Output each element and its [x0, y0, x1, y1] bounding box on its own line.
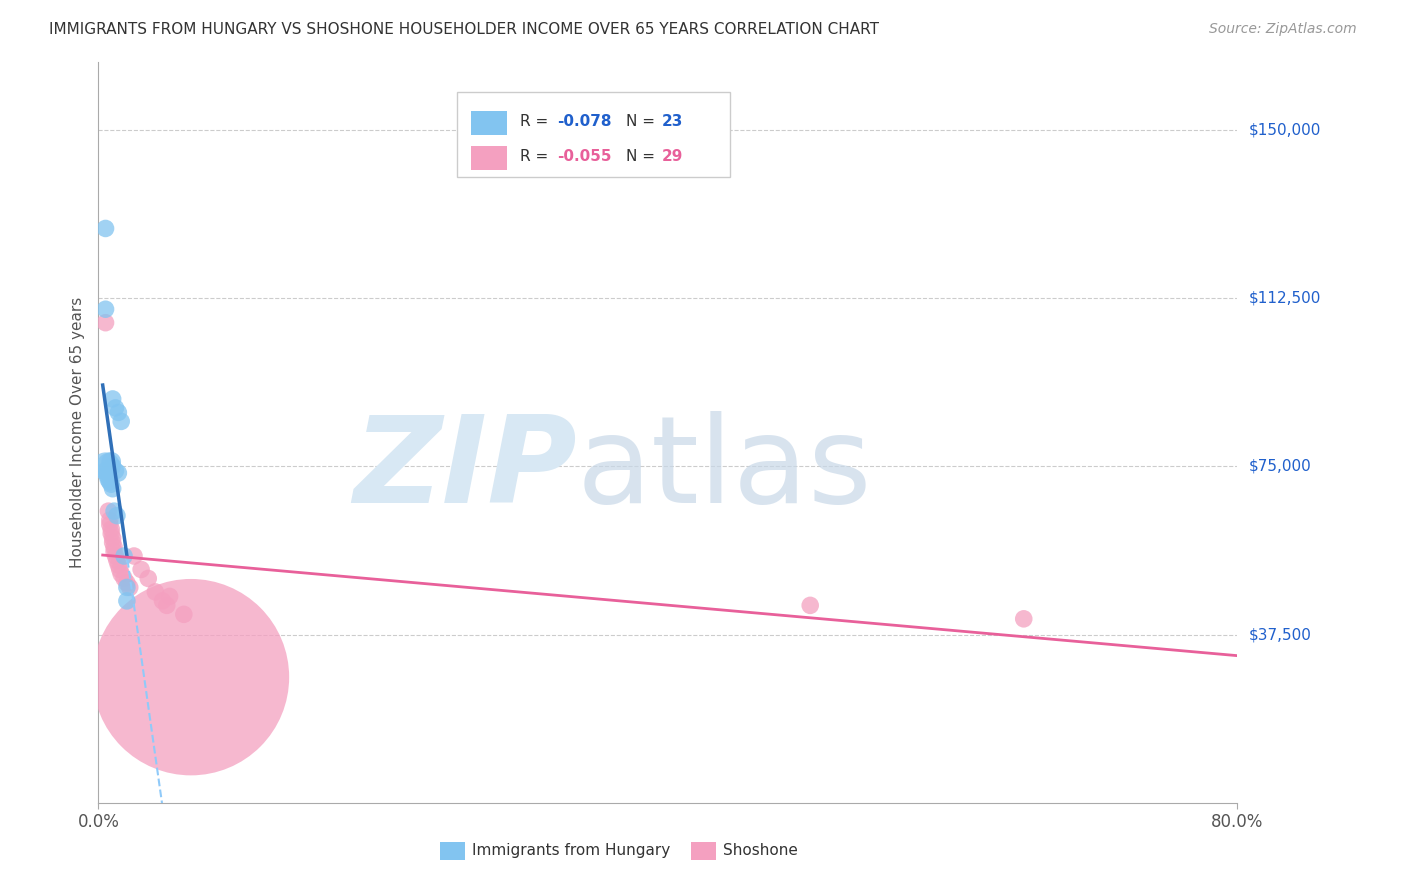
Point: [159, 590, 181, 604]
Text: ZIP: ZIP: [353, 411, 576, 528]
Point: [103, 544, 125, 558]
Point: [100, 477, 122, 491]
Text: R =: R =: [520, 114, 553, 129]
Point: [129, 562, 152, 576]
Point: [94, 316, 117, 330]
Point: [107, 466, 129, 480]
Text: $112,500: $112,500: [1249, 291, 1320, 305]
Point: [105, 553, 128, 567]
Point: [152, 594, 174, 608]
Point: [96, 468, 118, 483]
Point: [101, 482, 124, 496]
Point: [101, 535, 124, 549]
Point: [145, 585, 167, 599]
FancyBboxPatch shape: [471, 112, 508, 135]
Point: [115, 576, 138, 591]
Point: [112, 571, 135, 585]
Point: [799, 599, 821, 613]
Point: [101, 531, 124, 545]
Point: [103, 540, 125, 554]
Point: [110, 566, 132, 581]
Point: [105, 508, 128, 523]
Point: [94, 302, 117, 317]
Point: [101, 392, 124, 406]
Point: [103, 504, 125, 518]
Text: -0.078: -0.078: [557, 114, 612, 129]
Y-axis label: Householder Income Over 65 years: Householder Income Over 65 years: [69, 297, 84, 568]
FancyBboxPatch shape: [457, 92, 731, 178]
Text: atlas: atlas: [576, 411, 872, 528]
FancyBboxPatch shape: [690, 842, 716, 860]
Text: $75,000: $75,000: [1249, 458, 1312, 474]
Point: [115, 581, 138, 595]
Point: [104, 401, 127, 415]
Point: [100, 455, 122, 469]
Point: [122, 549, 145, 563]
Text: N =: N =: [626, 114, 659, 129]
Point: [180, 670, 202, 684]
Point: [104, 549, 127, 563]
Point: [118, 581, 141, 595]
Point: [136, 571, 159, 585]
FancyBboxPatch shape: [471, 146, 508, 169]
Point: [94, 464, 117, 478]
Point: [98, 513, 121, 527]
Point: [94, 221, 117, 235]
Point: [156, 599, 179, 613]
Text: Shoshone: Shoshone: [723, 844, 797, 858]
Point: [112, 549, 135, 563]
Point: [107, 405, 129, 419]
Point: [110, 414, 132, 428]
Point: [98, 517, 121, 532]
Point: [94, 459, 117, 474]
Point: [108, 562, 131, 576]
Point: [104, 464, 127, 478]
Text: -0.055: -0.055: [557, 149, 612, 164]
Point: [100, 522, 122, 536]
FancyBboxPatch shape: [440, 842, 465, 860]
Point: [107, 558, 129, 572]
Text: IMMIGRANTS FROM HUNGARY VS SHOSHONE HOUSEHOLDER INCOME OVER 65 YEARS CORRELATION: IMMIGRANTS FROM HUNGARY VS SHOSHONE HOUS…: [49, 22, 879, 37]
Text: N =: N =: [626, 149, 659, 164]
Text: R =: R =: [520, 149, 553, 164]
Point: [98, 475, 121, 489]
Text: Source: ZipAtlas.com: Source: ZipAtlas.com: [1209, 22, 1357, 37]
Point: [1012, 612, 1035, 626]
Point: [97, 473, 120, 487]
Point: [173, 607, 195, 622]
Text: 23: 23: [662, 114, 683, 129]
Point: [115, 594, 138, 608]
Text: 29: 29: [662, 149, 683, 164]
Text: Immigrants from Hungary: Immigrants from Hungary: [472, 844, 671, 858]
Point: [100, 526, 122, 541]
Point: [101, 459, 124, 474]
Text: $37,500: $37,500: [1249, 627, 1312, 642]
Point: [97, 457, 120, 471]
Point: [97, 504, 120, 518]
Text: $150,000: $150,000: [1249, 122, 1320, 137]
